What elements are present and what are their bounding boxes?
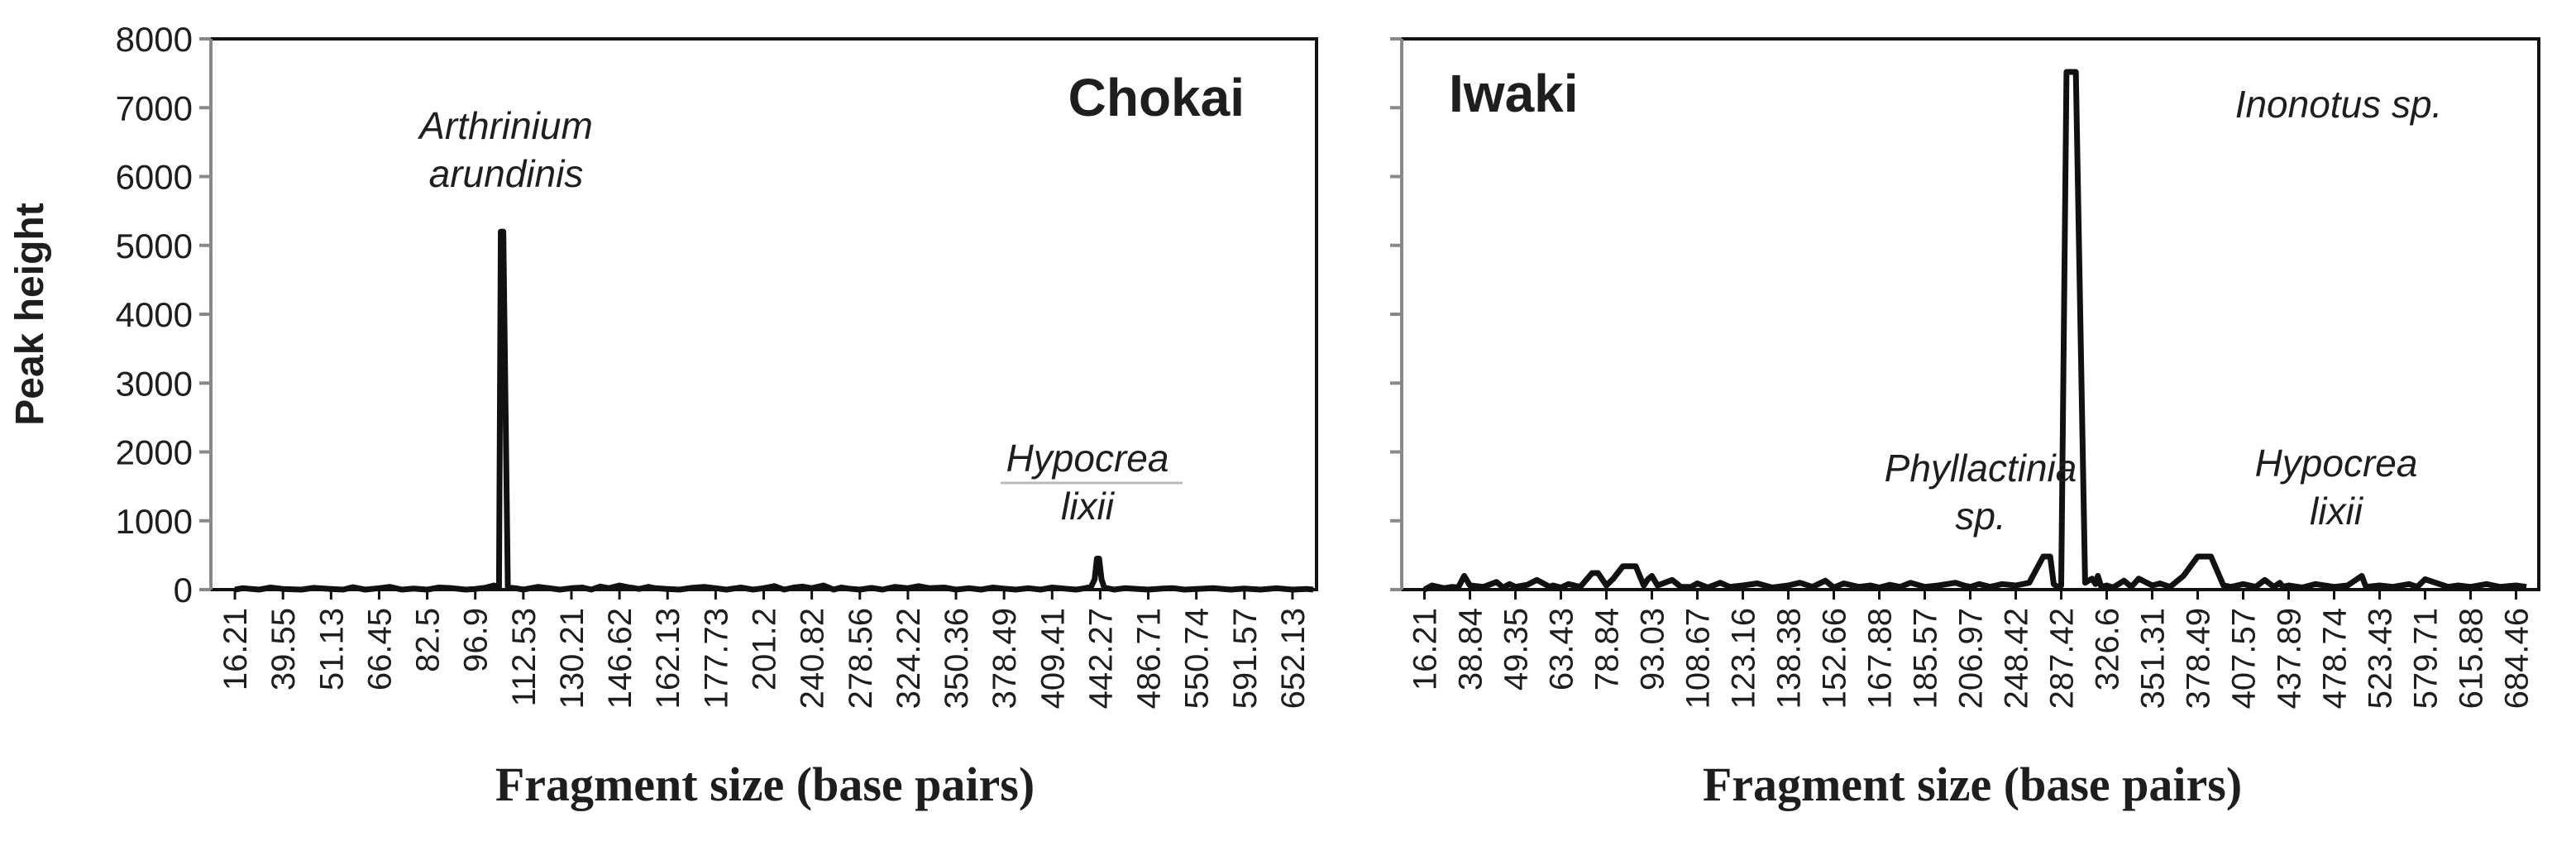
x-tick-label: 437.89 bbox=[2272, 608, 2308, 709]
x-tick-label: 152.66 bbox=[1817, 608, 1853, 709]
panel-title: Iwaki bbox=[1449, 64, 1579, 123]
x-tick-label: 324.22 bbox=[891, 608, 927, 709]
x-tick-label: 652.13 bbox=[1275, 608, 1312, 709]
x-tick-label: 684.46 bbox=[2499, 608, 2535, 709]
x-axis-label: Fragment size (base pairs) bbox=[1703, 757, 2242, 811]
species-annotation: Hypocrea bbox=[2255, 442, 2418, 485]
x-axis-label: Fragment size (base pairs) bbox=[495, 757, 1035, 811]
x-tick-label: 351.31 bbox=[2135, 608, 2172, 709]
x-tick-label: 579.71 bbox=[2408, 608, 2445, 709]
x-tick-label: 146.62 bbox=[602, 608, 638, 709]
species-annotation: Inonotus sp. bbox=[2235, 83, 2443, 126]
y-tick-label: 7000 bbox=[116, 88, 193, 127]
y-tick-label: 6000 bbox=[116, 158, 193, 197]
y-tick-label: 2000 bbox=[116, 433, 193, 472]
x-tick-label: 130.21 bbox=[554, 608, 590, 709]
x-tick-label: 185.57 bbox=[1908, 608, 1944, 709]
x-tick-label: 201.2 bbox=[747, 608, 783, 690]
y-tick-label: 8000 bbox=[116, 20, 193, 59]
x-tick-label: 78.84 bbox=[1589, 608, 1626, 690]
chokai-panel: 0 1000 2000 3000 4000 5000 6000 7000 8000 16.21 39… bbox=[8, 20, 1318, 811]
x-tick-label: 378.49 bbox=[987, 608, 1023, 709]
x-tick-label: 550.74 bbox=[1179, 608, 1216, 709]
x-tick-label: 326.6 bbox=[2090, 608, 2126, 690]
x-tick-label: 442.27 bbox=[1082, 608, 1119, 709]
x-tick-label: 523.43 bbox=[2363, 608, 2399, 709]
x-tick-label: 49.35 bbox=[1498, 608, 1535, 690]
x-tick-label: 112.53 bbox=[506, 608, 542, 706]
y-axis-label: Peak height bbox=[8, 203, 52, 425]
y-tick-label: 5000 bbox=[116, 227, 193, 265]
x-tick-label: 409.41 bbox=[1035, 608, 1071, 709]
y-tick-label: 4000 bbox=[116, 295, 193, 334]
x-tick-label: 96.9 bbox=[458, 608, 495, 672]
x-tick-label: 287.42 bbox=[2044, 608, 2081, 709]
species-annotation: Arthrinium bbox=[417, 104, 593, 147]
x-tick-label: 39.55 bbox=[265, 608, 302, 690]
x-tick-label: 478.74 bbox=[2317, 608, 2354, 709]
x-tick-label: 123.16 bbox=[1726, 608, 1762, 709]
x-tick-label: 350.36 bbox=[939, 608, 975, 709]
species-annotation: sp. bbox=[1955, 495, 2005, 538]
x-tick-label: 66.45 bbox=[361, 608, 398, 690]
x-tick-label: 38.84 bbox=[1453, 608, 1489, 690]
x-tick-label: 93.03 bbox=[1635, 608, 1671, 690]
x-tick-label: 51.13 bbox=[313, 608, 350, 690]
x-tick-label: 82.5 bbox=[410, 608, 447, 672]
species-annotation: lixii bbox=[1061, 485, 1116, 528]
peak-series-line bbox=[1422, 69, 2527, 593]
x-tick-label: 16.21 bbox=[217, 608, 254, 690]
x-tick-label: 206.97 bbox=[1953, 608, 1990, 709]
peak-series-line bbox=[234, 228, 1314, 593]
x-tick-label: 591.57 bbox=[1227, 608, 1264, 709]
x-tick-label: 108.67 bbox=[1680, 608, 1717, 709]
x-tick-label: 177.73 bbox=[698, 608, 734, 709]
x-tick-label: 240.82 bbox=[795, 608, 831, 709]
species-annotation: arundinis bbox=[429, 152, 584, 195]
x-tick-label: 63.43 bbox=[1544, 608, 1580, 690]
x-tick-label: 167.88 bbox=[1862, 608, 1899, 709]
x-tick-label: 16.21 bbox=[1407, 608, 1444, 690]
x-tick-label: 486.71 bbox=[1131, 608, 1168, 709]
x-tick-label: 378.49 bbox=[2181, 608, 2217, 709]
y-tick-label: 0 bbox=[174, 571, 193, 609]
species-annotation: Hypocrea bbox=[1006, 437, 1169, 480]
species-annotation: lixii bbox=[2310, 490, 2364, 533]
x-tick-label: 615.88 bbox=[2454, 608, 2490, 709]
x-tick-label: 407.57 bbox=[2226, 608, 2263, 709]
x-tick-label: 162.13 bbox=[650, 608, 686, 709]
y-tick-label: 3000 bbox=[116, 364, 193, 403]
x-tick-label: 278.56 bbox=[843, 608, 879, 709]
iwaki-panel: 16.21 38.84 49.35 63.43 78.84 93.03 108.67 123.… bbox=[1390, 37, 2540, 811]
x-tick-label: 248.42 bbox=[1999, 608, 2035, 709]
x-tick-label: 138.38 bbox=[1771, 608, 1808, 709]
species-annotation: Phyllactinia bbox=[1885, 447, 2077, 490]
panel-title: Chokai bbox=[1068, 68, 1245, 127]
y-tick-label: 1000 bbox=[116, 502, 193, 541]
